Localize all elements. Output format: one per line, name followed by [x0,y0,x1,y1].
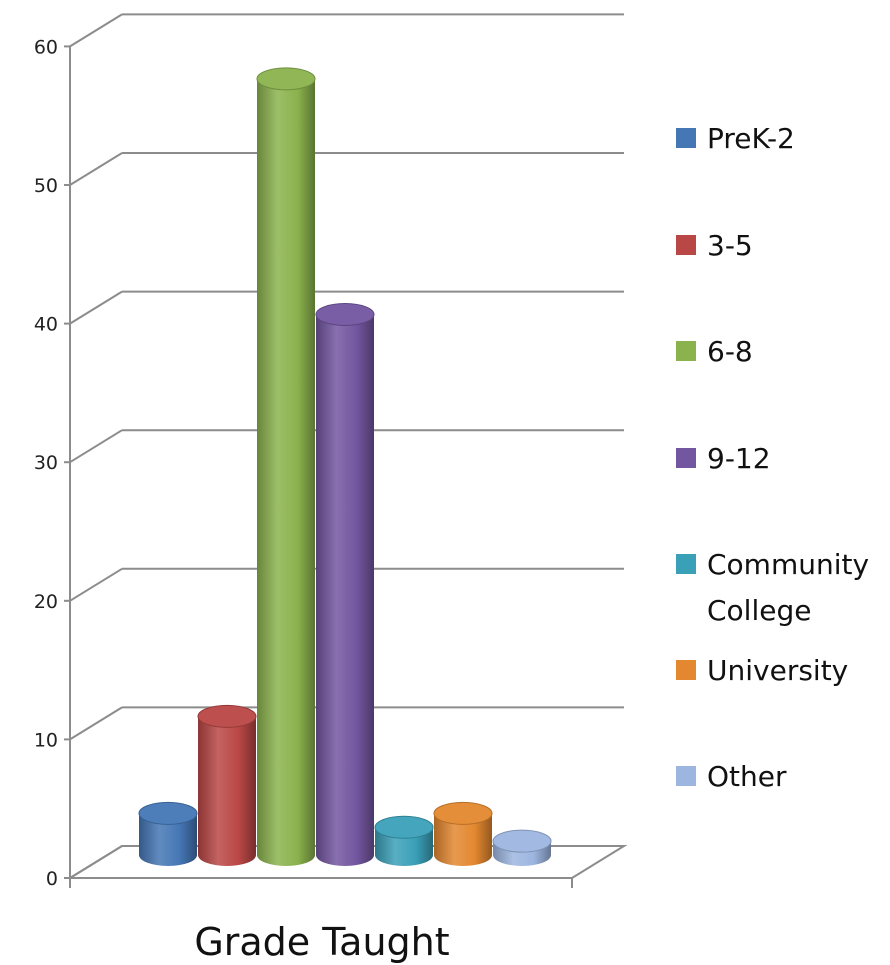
y-tick-label: 40 [34,314,58,336]
legend-label: 6-8 [707,335,753,368]
grid-diagonal [69,152,123,186]
legend-label: 3-5 [707,229,753,262]
chart-bars [138,67,552,866]
legend-label: University [707,654,848,687]
bar-9-12 [315,302,375,866]
bar-body [257,78,315,856]
legend-swatch [676,235,696,255]
legend-item: Other [676,760,787,793]
bar-top [256,67,316,91]
bar-community-college [374,815,434,866]
legend-label: College [707,594,811,627]
grid-diagonal [69,13,123,48]
chart-axes: 0 10 20 30 40 50 60 [34,36,573,890]
bar-3-5 [197,704,257,866]
y-tick-label: 20 [34,591,58,613]
bar-top [138,801,198,825]
legend-swatch [676,766,696,786]
bar-top [315,302,375,326]
chart-legend: PreK-2 3-5 6-8 9-12 Community College Universi… [676,122,869,793]
legend-item: Community College [676,548,869,627]
legend-swatch [676,660,696,680]
legend-item: PreK-2 [676,122,795,155]
bar-top [433,801,493,825]
y-tick-label: 0 [46,868,58,890]
bar-top [374,815,434,839]
grid-diagonal [69,706,123,741]
legend-item: 6-8 [676,335,753,368]
y-tick-label: 60 [34,36,58,58]
bar-other [492,829,552,866]
grid-diagonal [69,290,123,325]
bar-prek-2 [138,801,198,866]
bar-6-8 [256,67,316,866]
bar-university [433,801,493,866]
bar-body [316,314,374,856]
legend-swatch [676,341,696,361]
legend-item: 3-5 [676,229,753,262]
y-tick-label: 30 [34,452,58,474]
bar-body [198,716,256,855]
x-axis-label: Grade Taught [194,920,449,964]
chart-floor [66,845,628,879]
y-tick-label: 10 [34,729,58,751]
legend-item: University [676,654,848,687]
legend-item: 9-12 [676,442,771,475]
legend-swatch [676,554,696,574]
legend-label: 9-12 [707,442,771,475]
legend-swatch [676,448,696,468]
bar-top [197,704,257,728]
grid-diagonal [69,429,123,464]
legend-label: Community [707,548,869,581]
legend-label: Other [707,760,787,793]
legend-label: PreK-2 [707,122,795,155]
legend-swatch [676,128,696,148]
bar-top [492,829,552,853]
y-tick-label: 50 [34,175,58,197]
grid-diagonal [69,567,123,602]
